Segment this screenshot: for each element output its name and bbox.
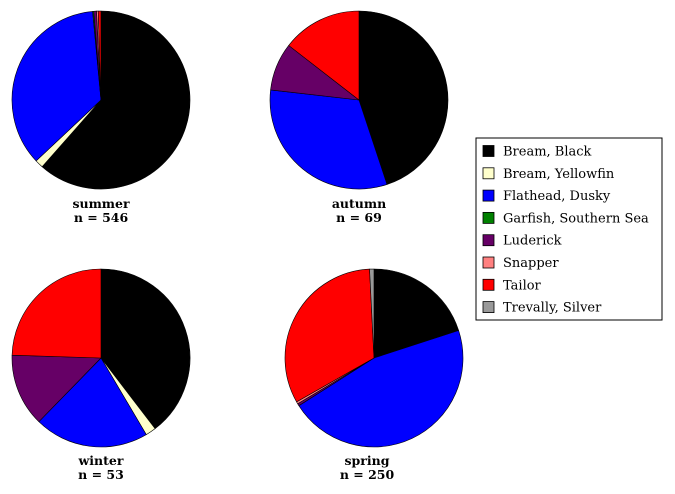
pie-summer bbox=[11, 10, 191, 190]
legend-label-luderick: Luderick bbox=[503, 234, 562, 249]
pie-slice-tailor bbox=[11, 268, 102, 359]
legend: Bream, Black Bream, Yellowfin Flathead, Du… bbox=[475, 137, 663, 321]
pie-slice-bream-black bbox=[373, 268, 459, 359]
legend-swatch-flathead-dusky bbox=[482, 189, 495, 202]
pie-n-summer: n = 546 bbox=[74, 210, 129, 225]
pie-captions: summer n = 546 autumn n = 69 winter n = … bbox=[72, 196, 394, 482]
pie-autumn bbox=[269, 10, 449, 190]
legend-swatch-snapper bbox=[482, 256, 495, 269]
pie-n-spring: n = 250 bbox=[340, 467, 395, 482]
pie-slice-bream-black bbox=[41, 10, 191, 190]
pie-title-summer: summer bbox=[72, 196, 130, 211]
legend-label-tailor: Tailor bbox=[503, 278, 542, 293]
legend-label-bream-black: Bream, Black bbox=[503, 145, 592, 160]
legend-label-bream-yellowfin: Bream, Yellowfin bbox=[503, 167, 615, 182]
legend-label-snapper: Snapper bbox=[503, 256, 559, 271]
pie-slice-tailor bbox=[288, 10, 360, 101]
legend-label-flathead-dusky: Flathead, Dusky bbox=[503, 189, 611, 204]
legend-swatch-bream-yellowfin bbox=[482, 167, 495, 180]
legend-swatch-trevally-silver bbox=[482, 301, 495, 314]
pie-slice-flathead-dusky bbox=[298, 330, 464, 448]
pie-slice-tailor bbox=[284, 268, 375, 403]
pie-title-spring: spring bbox=[345, 453, 390, 468]
pie-slice-trevally-silver bbox=[369, 268, 375, 359]
legend-items: Bream, Black Bream, Yellowfin Flathead, Du… bbox=[482, 145, 649, 316]
legend-swatch-tailor bbox=[482, 278, 495, 291]
pie-slice-flathead-dusky bbox=[269, 89, 388, 190]
legend-label-garfish-southern-sea: Garfish, Southern Sea bbox=[503, 211, 649, 226]
pie-slice-bream-black bbox=[100, 268, 191, 429]
legend-swatch-bream-black bbox=[482, 145, 495, 157]
pie-charts-group bbox=[11, 10, 464, 448]
pie-slice-bream-black bbox=[358, 10, 449, 185]
pie-n-winter: n = 53 bbox=[78, 467, 124, 482]
legend-label-trevally-silver: Trevally, Silver bbox=[503, 301, 602, 316]
pie-title-autumn: autumn bbox=[332, 196, 386, 211]
pie-title-winter: winter bbox=[78, 453, 124, 468]
pie-slice-luderick bbox=[11, 354, 102, 423]
pie-winter bbox=[11, 268, 191, 448]
legend-frame bbox=[475, 137, 663, 321]
pie-slice-flathead-dusky bbox=[38, 357, 147, 448]
pie-slice-flathead-dusky bbox=[11, 11, 102, 162]
legend-swatch-garfish-southern-sea bbox=[482, 211, 495, 224]
pie-n-autumn: n = 69 bbox=[336, 210, 382, 225]
pie-spring bbox=[284, 268, 464, 448]
pie-slice-tailor bbox=[97, 10, 102, 101]
legend-swatch-luderick bbox=[482, 234, 495, 247]
